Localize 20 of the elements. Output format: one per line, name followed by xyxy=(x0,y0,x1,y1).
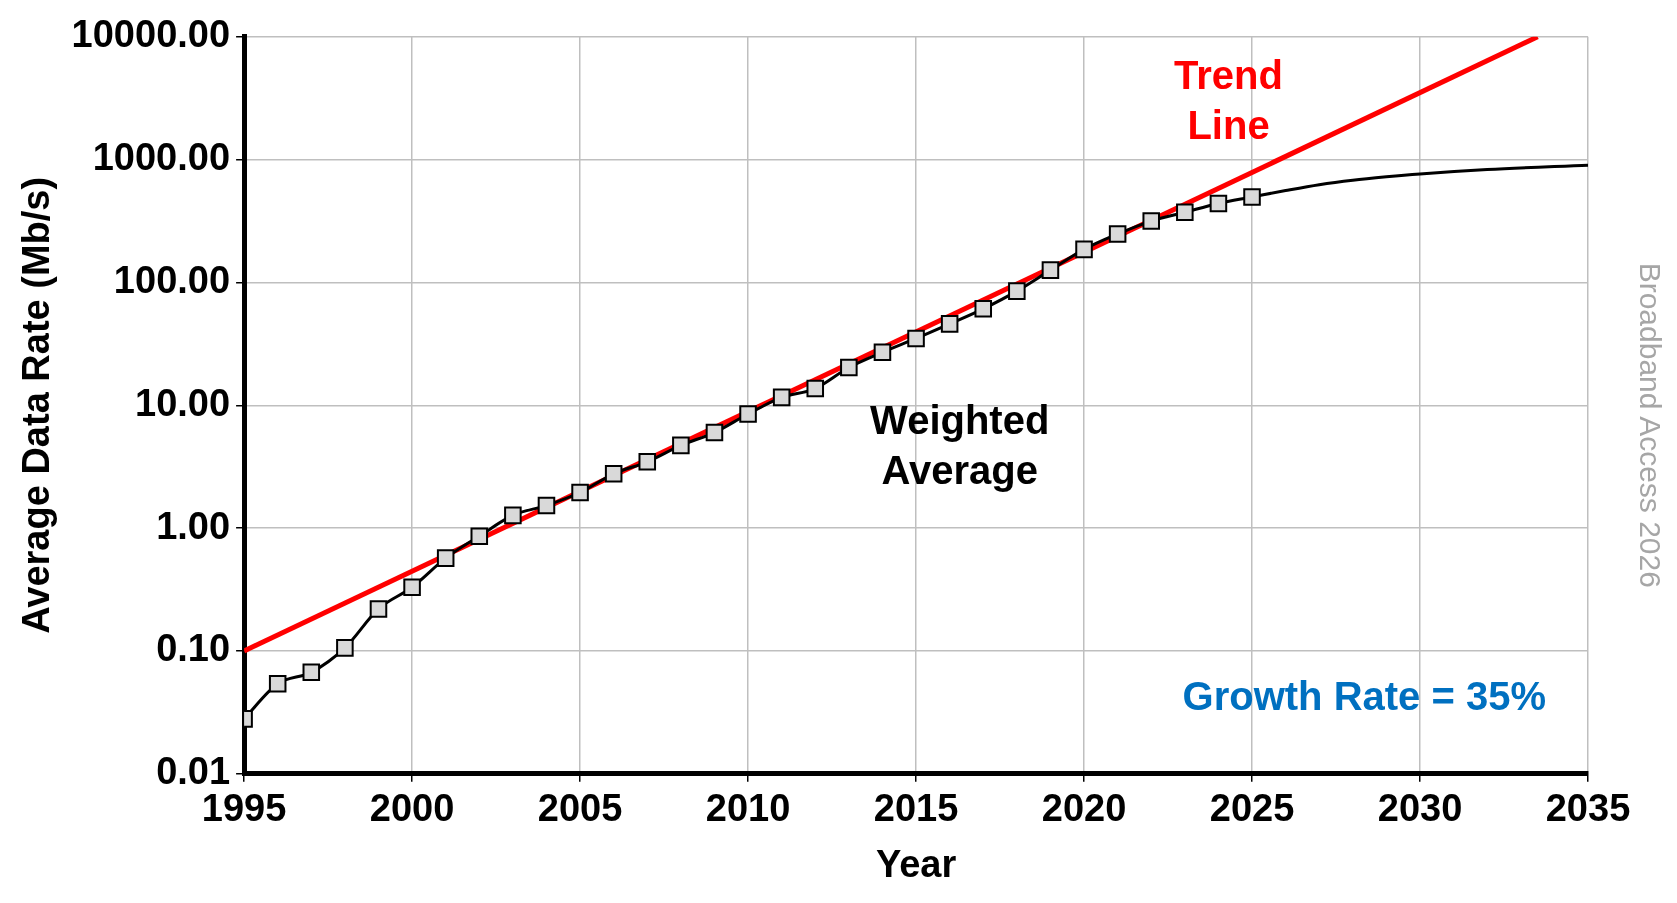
text: Broadband Access 2026 xyxy=(1633,262,1667,588)
x-axis-title: Year xyxy=(875,842,957,885)
x-tick-label: 2005 xyxy=(537,787,623,830)
y-tick-label: 1000.00 xyxy=(92,136,231,179)
x-tick-label: 2020 xyxy=(1041,787,1127,830)
y-tick-label: 0.10 xyxy=(156,627,231,670)
y-tick-label: 10000.00 xyxy=(71,13,231,56)
y-axis-title: Average Data Rate (Mb/s) xyxy=(15,176,58,634)
x-tick-label: 2025 xyxy=(1209,787,1295,830)
x-tick-label: 2010 xyxy=(705,787,791,830)
annotation: Growth Rate = 35% xyxy=(1182,673,1546,718)
x-tick-label: 2030 xyxy=(1377,787,1463,830)
series-label: Trend Line xyxy=(1174,52,1283,147)
y-tick-label: 10.00 xyxy=(135,381,231,424)
x-tick-label: 2000 xyxy=(369,787,455,830)
y-tick-label: 100.00 xyxy=(113,258,231,301)
x-tick-label: 2035 xyxy=(1545,787,1631,830)
series-label: Weighted Average xyxy=(870,397,1050,492)
x-tick-label: 2015 xyxy=(873,787,959,830)
y-tick-label: 1.00 xyxy=(156,504,231,547)
